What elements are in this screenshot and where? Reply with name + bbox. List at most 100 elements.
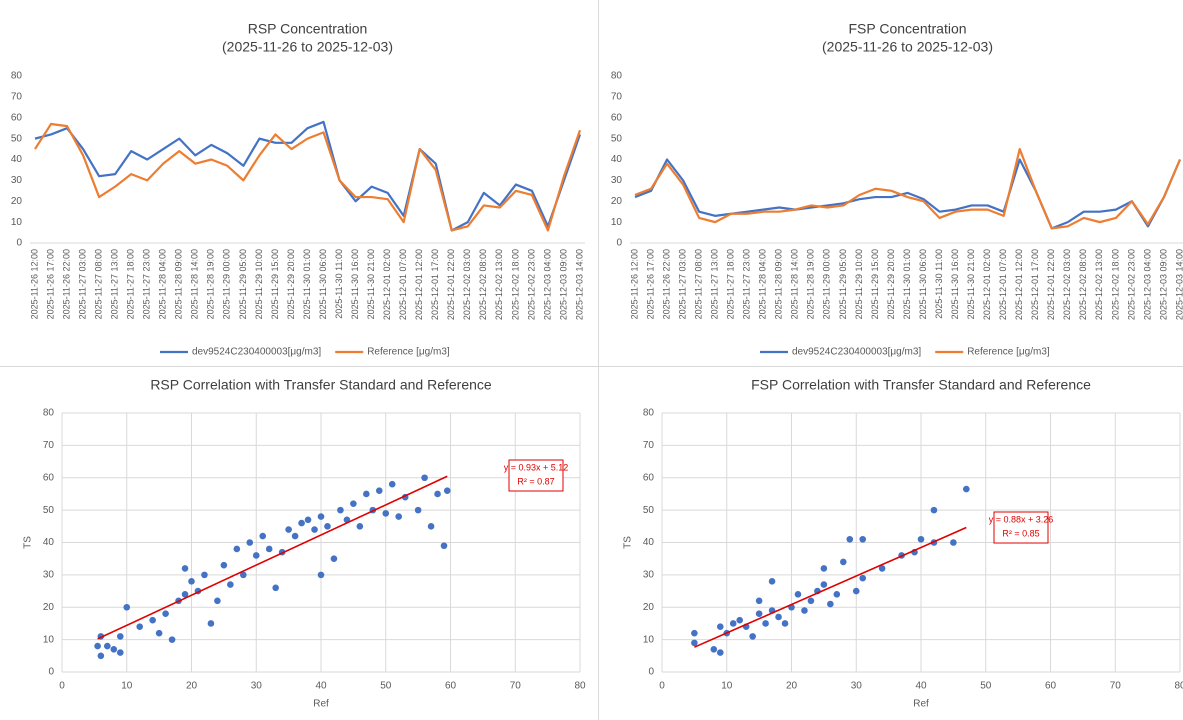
x-tick-label: 2025-12-02 03:00 bbox=[1062, 249, 1072, 320]
trendline bbox=[694, 526, 967, 648]
x-tick-label: 2025-11-27 03:00 bbox=[77, 249, 87, 319]
x-tick-label: 2025-12-03 04:00 bbox=[542, 249, 552, 320]
x-tick-label: 2025-11-28 14:00 bbox=[790, 249, 800, 319]
trendline-label-box bbox=[508, 459, 564, 492]
scatter-point bbox=[414, 506, 422, 514]
scatter-point bbox=[749, 633, 756, 640]
scatter-point bbox=[729, 620, 737, 627]
x-tick-label: 2025-12-01 02:00 bbox=[382, 249, 392, 320]
y-tick-label: 70 bbox=[643, 440, 655, 451]
x-tick-label: 2025-11-29 15:00 bbox=[870, 249, 880, 319]
x-tick-label: 2025-11-27 23:00 bbox=[742, 249, 752, 319]
scatter-point bbox=[298, 519, 305, 527]
y-tick-label: 70 bbox=[43, 440, 55, 451]
x-tick-label: 2025-11-27 23:00 bbox=[142, 249, 152, 319]
scatter-point bbox=[852, 587, 860, 595]
x-tick-label: 50 bbox=[980, 681, 992, 692]
x-tick-label: 40 bbox=[915, 681, 927, 692]
x-tick-label: 2025-11-30 06:00 bbox=[918, 249, 928, 319]
scatter-point bbox=[768, 578, 776, 585]
scatter-point bbox=[443, 487, 451, 495]
x-tick-label: 2025-12-03 09:00 bbox=[558, 249, 568, 320]
scatter-point bbox=[304, 516, 312, 524]
x-tick-label: 2025-11-30 01:00 bbox=[902, 249, 912, 319]
trendline-r2: R² = 0.85 bbox=[1002, 528, 1039, 538]
x-tick-label: 80 bbox=[1174, 681, 1183, 692]
y-tick-label: 30 bbox=[643, 570, 655, 581]
x-tick-label: 2025-12-01 07:00 bbox=[398, 249, 408, 320]
y-tick-label: 0 bbox=[616, 238, 622, 249]
y-tick-label: 20 bbox=[43, 602, 55, 613]
scatter-point bbox=[833, 591, 841, 598]
x-tick-label: 2025-11-26 17:00 bbox=[45, 249, 55, 319]
x-tick-label: 2025-12-01 17:00 bbox=[1030, 249, 1040, 320]
y-tick-label: 10 bbox=[11, 217, 23, 228]
scatter-point bbox=[116, 649, 124, 656]
scatter-point bbox=[317, 513, 325, 520]
x-tick-label: 2025-11-30 21:00 bbox=[966, 249, 976, 319]
x-tick-label: 2025-11-27 03:00 bbox=[677, 249, 687, 319]
x-tick-label: 0 bbox=[659, 681, 665, 692]
y-tick-label: 80 bbox=[643, 408, 655, 419]
x-tick-label: 2025-11-27 13:00 bbox=[110, 249, 120, 319]
x-tick-label: 2025-11-26 12:00 bbox=[29, 249, 39, 319]
scatter-point bbox=[375, 487, 383, 495]
scatter-point bbox=[427, 523, 435, 530]
x-tick-label: 2025-12-03 04:00 bbox=[1142, 249, 1152, 320]
scatter-point bbox=[363, 490, 370, 498]
y-tick-label: 20 bbox=[11, 196, 23, 207]
y-tick-label: 50 bbox=[43, 505, 55, 516]
x-tick-label: 2025-11-30 16:00 bbox=[350, 249, 360, 319]
y-tick-label: 20 bbox=[611, 196, 623, 207]
scatter-point bbox=[820, 565, 828, 572]
scatter-point bbox=[227, 581, 234, 588]
x-tick-label: 2025-11-29 20:00 bbox=[286, 249, 296, 319]
scatter-point bbox=[794, 591, 802, 598]
scatter-point bbox=[691, 629, 698, 637]
chart-title: RSP Concentration bbox=[248, 21, 368, 37]
y-axis-label: TS bbox=[23, 536, 34, 549]
y-tick-label: 40 bbox=[11, 154, 23, 165]
trendline-equation: y = 0.88x + 3.26 bbox=[989, 514, 1054, 524]
x-tick-label: 60 bbox=[1045, 681, 1057, 692]
x-tick-label: 2025-11-28 09:00 bbox=[174, 249, 184, 319]
x-tick-label: 2025-11-28 09:00 bbox=[774, 249, 784, 319]
x-tick-label: 2025-12-03 14:00 bbox=[574, 249, 584, 320]
x-tick-label: 2025-12-02 13:00 bbox=[494, 249, 504, 320]
scatter-point bbox=[755, 597, 763, 605]
scatter-point bbox=[252, 552, 260, 559]
scatter-point bbox=[149, 616, 156, 624]
x-tick-label: 2025-11-26 22:00 bbox=[61, 249, 71, 319]
scatter-point bbox=[807, 597, 815, 605]
x-tick-label: 2025-11-28 04:00 bbox=[158, 249, 168, 319]
scatter-point bbox=[201, 571, 208, 579]
scatter-point bbox=[440, 542, 448, 550]
scatter-point bbox=[716, 649, 724, 656]
chart-subtitle: (2025-11-26 to 2025-12-03) bbox=[222, 39, 393, 55]
x-tick-label: 2025-11-28 19:00 bbox=[806, 249, 816, 319]
y-tick-label: 60 bbox=[43, 472, 55, 483]
scatter-point bbox=[330, 555, 338, 562]
x-tick-label: 20 bbox=[786, 681, 798, 692]
x-tick-label: 60 bbox=[445, 681, 457, 692]
scatter-point bbox=[214, 597, 221, 605]
scatter-point bbox=[710, 646, 718, 653]
x-tick-label: 2025-11-30 01:00 bbox=[302, 249, 312, 319]
scatter-point bbox=[775, 613, 782, 621]
chart-title: RSP Correlation with Transfer Standard a… bbox=[150, 377, 492, 393]
scatter-point bbox=[94, 642, 101, 650]
scatter-point bbox=[716, 623, 724, 630]
scatter-point bbox=[350, 500, 357, 507]
scatter-point bbox=[207, 620, 215, 627]
x-tick-label: 2025-11-29 00:00 bbox=[822, 249, 832, 319]
x-tick-label: 2025-11-27 13:00 bbox=[710, 249, 720, 319]
x-tick-label: 2025-12-02 08:00 bbox=[1078, 249, 1088, 320]
scatter-point bbox=[421, 474, 428, 482]
x-tick-label: 30 bbox=[251, 681, 263, 692]
data-line bbox=[634, 147, 1182, 230]
scatter-point bbox=[181, 565, 189, 572]
scatter-point bbox=[259, 532, 267, 540]
trendline-equation: y = 0.93x + 5.12 bbox=[504, 462, 569, 472]
scatter-point bbox=[356, 523, 364, 530]
y-tick-label: 70 bbox=[611, 92, 623, 103]
